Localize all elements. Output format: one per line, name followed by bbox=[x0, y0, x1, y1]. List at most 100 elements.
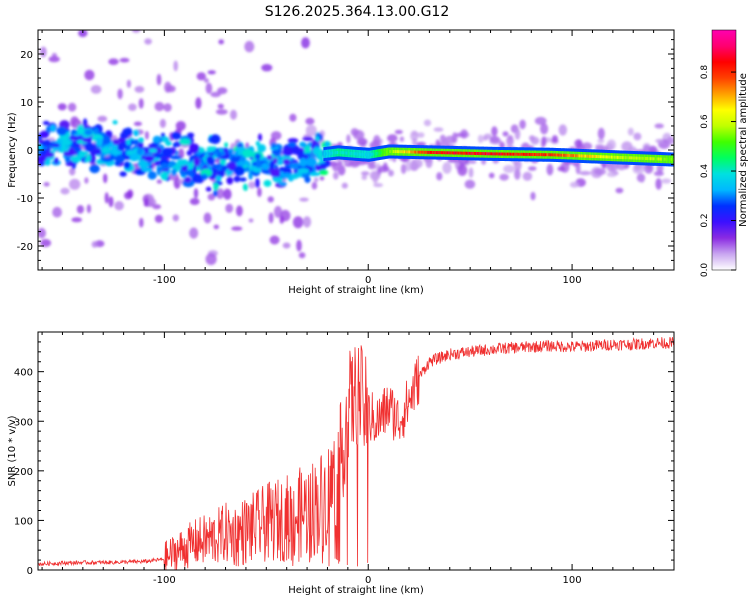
spectral-cell bbox=[217, 103, 224, 109]
band-core bbox=[384, 150, 387, 154]
band-core bbox=[433, 151, 436, 154]
band-core bbox=[576, 154, 579, 158]
spectral-cell bbox=[361, 174, 368, 181]
band-core bbox=[654, 157, 657, 161]
band-core bbox=[670, 158, 673, 161]
spectral-cell bbox=[540, 123, 549, 135]
spectral-cell bbox=[377, 165, 390, 173]
band-core bbox=[647, 157, 650, 161]
band-core bbox=[418, 150, 421, 154]
spectral-cell bbox=[273, 176, 283, 183]
band-core bbox=[411, 150, 413, 154]
spectral-cell bbox=[267, 196, 274, 203]
colorbar-tick-label: 0.8 bbox=[700, 65, 710, 80]
x-tick-label: 0 bbox=[365, 275, 371, 286]
colorbar-tick-label: 0.0 bbox=[700, 263, 710, 278]
spectral-cell bbox=[361, 171, 370, 176]
spectral-cell bbox=[114, 201, 124, 211]
spectral-cell bbox=[97, 115, 108, 122]
spectral-cell bbox=[139, 217, 144, 228]
band-core bbox=[372, 152, 374, 156]
band-core bbox=[632, 156, 635, 160]
spectral-cell bbox=[193, 188, 199, 199]
band-core bbox=[522, 152, 525, 156]
spectral-cell bbox=[129, 139, 136, 145]
spectral-cell bbox=[112, 139, 120, 145]
band-core bbox=[497, 152, 499, 156]
spectral-cell bbox=[185, 169, 196, 177]
spectral-cell bbox=[265, 287, 277, 293]
spectral-cell bbox=[179, 138, 191, 146]
spectral-cell bbox=[233, 165, 245, 176]
spectral-cell bbox=[143, 198, 149, 207]
spectral-cell bbox=[468, 167, 474, 178]
band-core bbox=[601, 155, 603, 159]
band-core bbox=[457, 151, 460, 155]
band-core bbox=[664, 157, 667, 161]
spectral-cell bbox=[271, 149, 283, 155]
band-core bbox=[521, 152, 524, 156]
band-core bbox=[586, 154, 588, 158]
band-core bbox=[374, 152, 377, 156]
y-tick-label: -20 bbox=[17, 242, 33, 253]
x-tick-label: -100 bbox=[153, 575, 176, 586]
band-core bbox=[435, 151, 438, 155]
spectral-cell bbox=[297, 168, 310, 174]
spectral-cell bbox=[280, 172, 293, 179]
spectral-cell bbox=[299, 197, 309, 202]
band-core bbox=[535, 153, 537, 156]
spectral-cell bbox=[171, 131, 182, 140]
spectral-cell bbox=[288, 177, 294, 182]
spectral-cell bbox=[270, 131, 282, 141]
spectral-cell bbox=[173, 60, 178, 72]
band-core bbox=[489, 152, 492, 156]
spectral-cell bbox=[138, 98, 144, 109]
spectral-cell bbox=[126, 139, 131, 146]
band-core bbox=[515, 152, 517, 156]
spectral-cell bbox=[337, 160, 343, 166]
band-core bbox=[608, 155, 610, 159]
spectral-cell bbox=[44, 159, 51, 166]
spectral-cell bbox=[213, 182, 219, 191]
spectral-cell bbox=[282, 242, 291, 249]
band-core bbox=[465, 151, 467, 155]
band-core bbox=[365, 153, 367, 156]
spectral-cell bbox=[91, 241, 98, 248]
band-core bbox=[462, 151, 465, 155]
spectral-cell bbox=[205, 82, 213, 94]
band-core bbox=[648, 157, 651, 161]
spectral-cell bbox=[210, 91, 221, 98]
band-core bbox=[338, 150, 340, 154]
band-core bbox=[391, 150, 394, 153]
band-core bbox=[619, 156, 621, 159]
band-core bbox=[569, 154, 571, 157]
spectral-cell bbox=[499, 173, 509, 181]
band-core bbox=[478, 152, 481, 156]
band-core bbox=[473, 151, 476, 155]
spectral-cell bbox=[48, 305, 55, 312]
spectral-cell bbox=[301, 37, 310, 49]
band-core bbox=[377, 151, 379, 155]
band-core bbox=[402, 150, 405, 154]
spectral-cell bbox=[248, 181, 256, 189]
spectral-cell bbox=[269, 160, 275, 170]
band-core bbox=[635, 156, 637, 160]
band-core bbox=[394, 150, 396, 154]
band-core bbox=[382, 151, 384, 154]
spectral-cell bbox=[42, 120, 50, 126]
spectral-cell bbox=[215, 175, 222, 182]
band-core bbox=[387, 150, 389, 154]
spectral-cell bbox=[266, 155, 273, 160]
spectral-cell bbox=[258, 133, 262, 142]
spectral-cell bbox=[621, 141, 633, 152]
spectral-cell bbox=[93, 127, 99, 135]
spectral-cell bbox=[138, 137, 145, 143]
band-core bbox=[603, 155, 606, 159]
band-core bbox=[555, 153, 558, 157]
band-core bbox=[494, 152, 497, 156]
spectral-cell bbox=[581, 142, 593, 151]
spectral-cell bbox=[86, 153, 91, 163]
band-core bbox=[581, 154, 584, 158]
spectral-cell bbox=[195, 97, 202, 109]
band-core bbox=[479, 152, 482, 156]
